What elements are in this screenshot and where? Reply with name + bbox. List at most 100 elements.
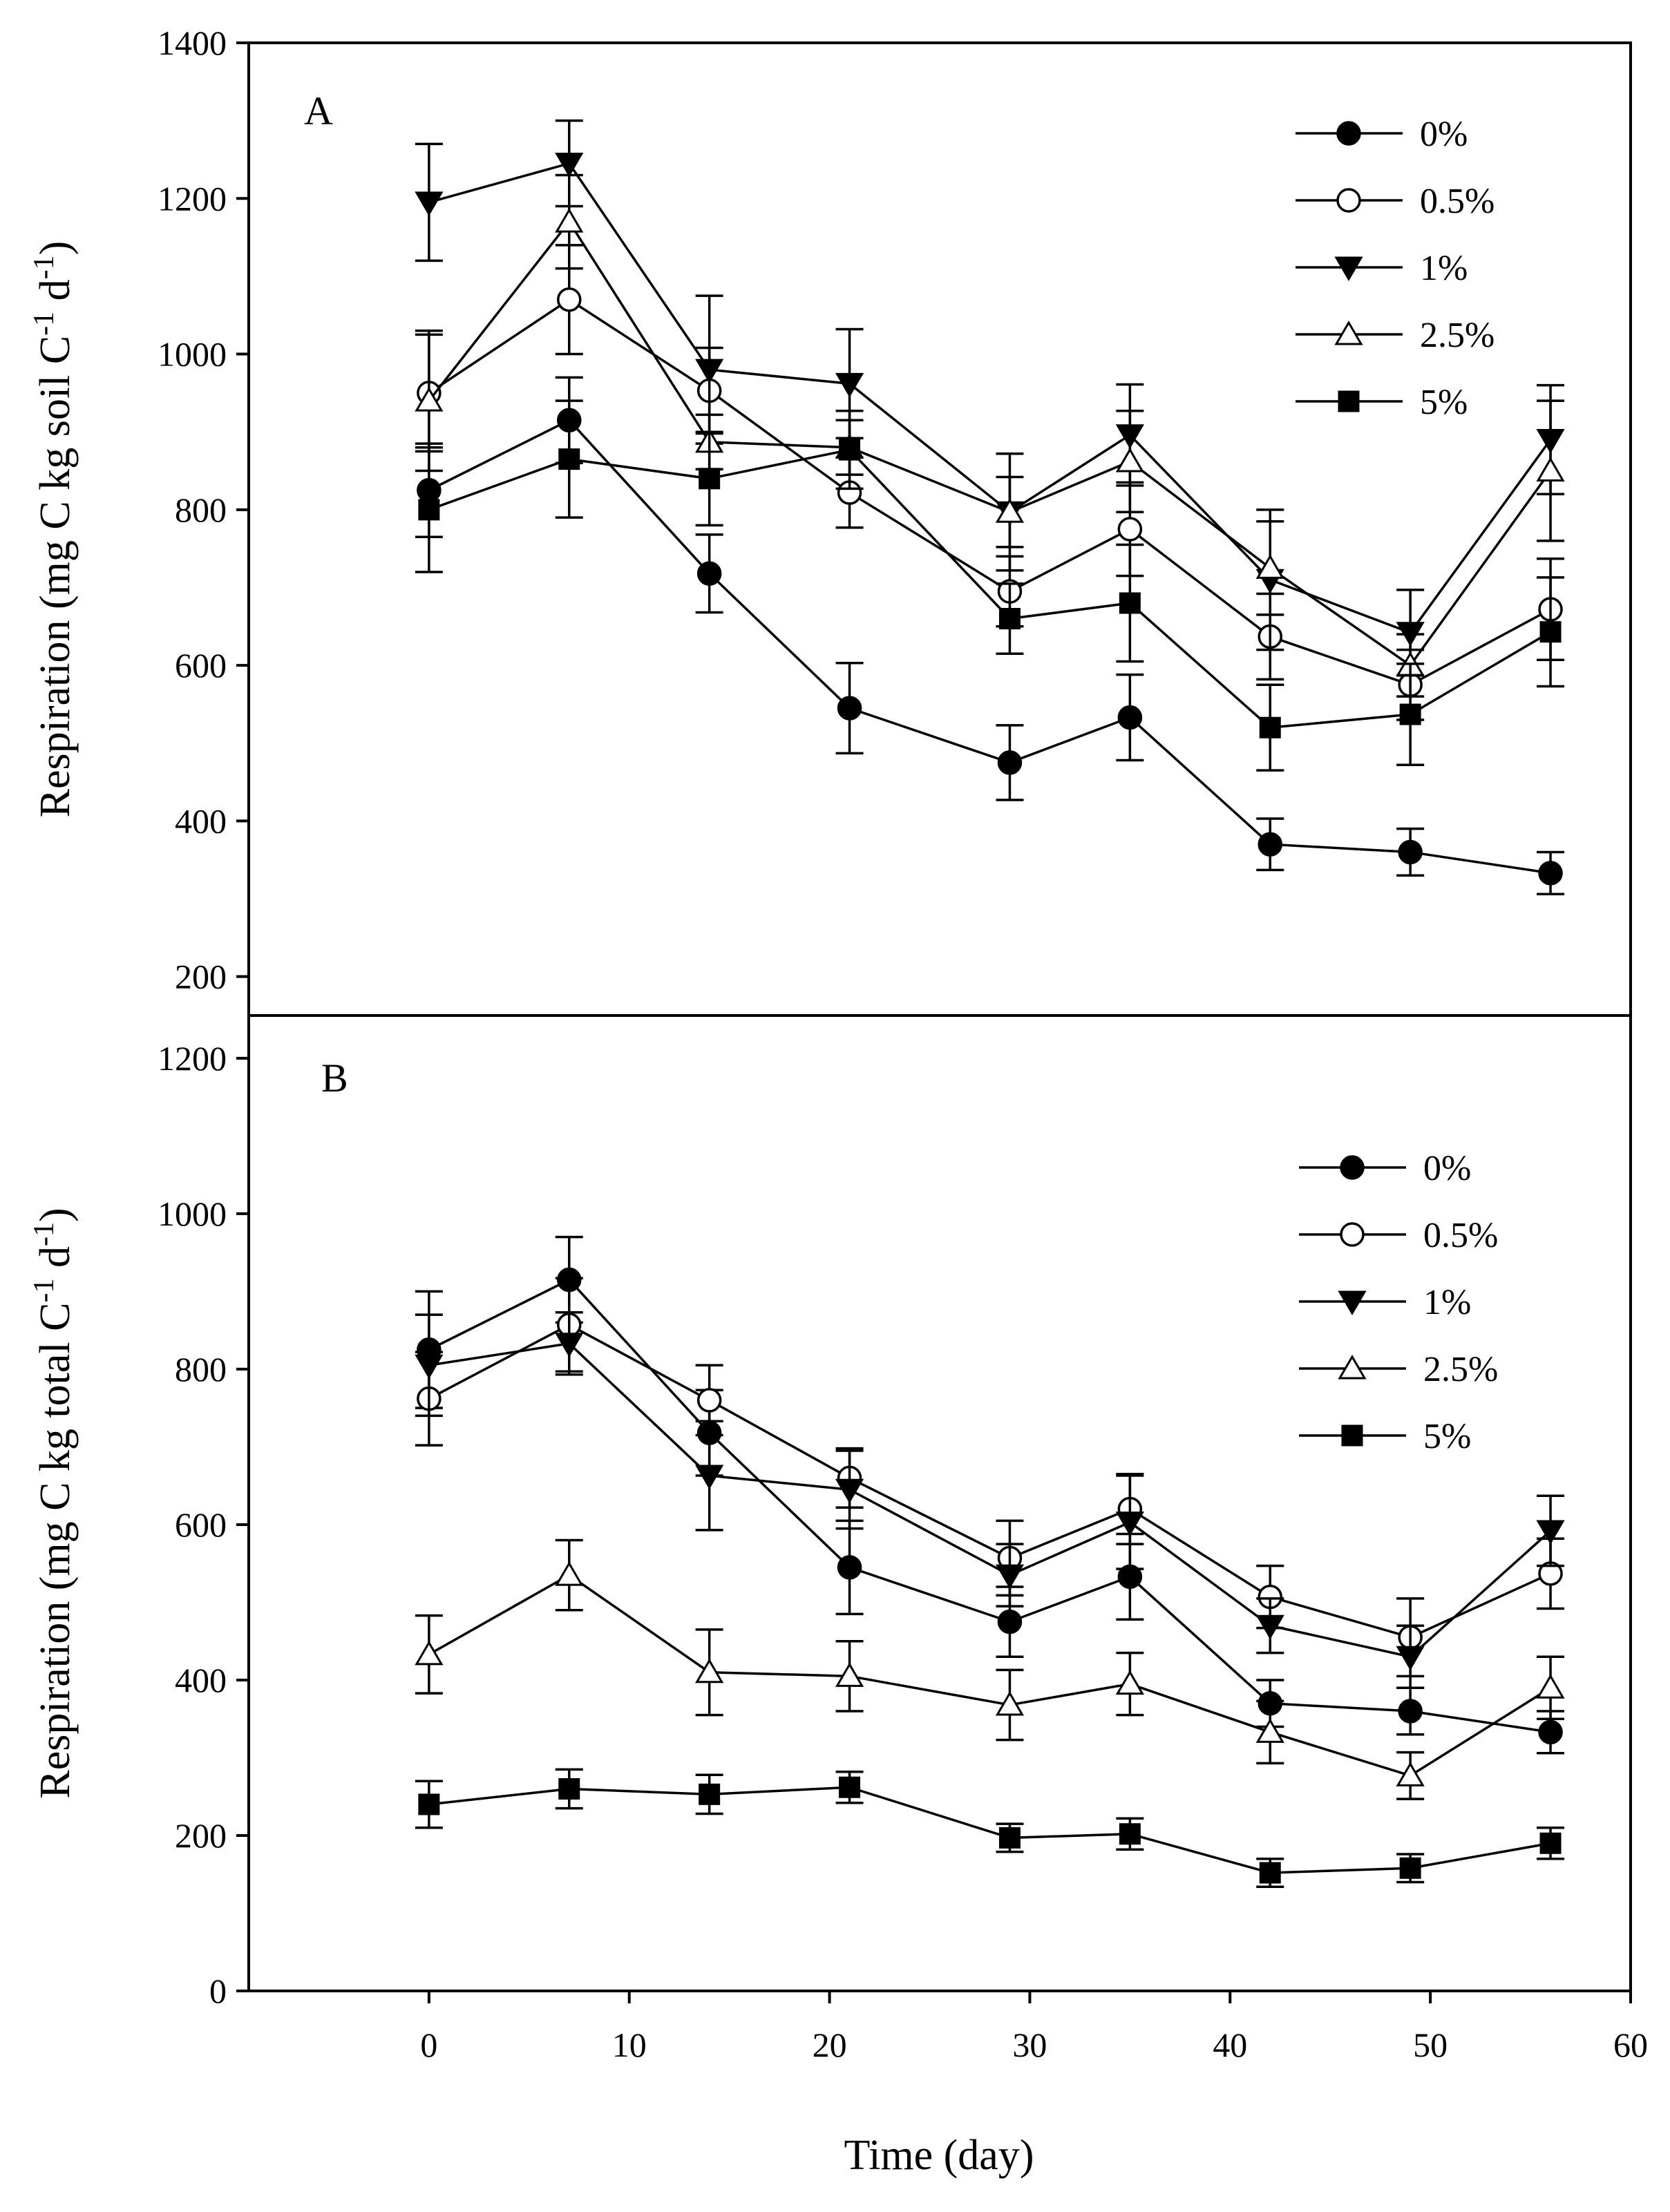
panel-b-x-tick-label: 60 <box>1613 2025 1648 2064</box>
panel-b-series-4 <box>415 1768 1565 1888</box>
panel-b-data-point <box>1398 1699 1423 1724</box>
panel-b-series-line <box>428 1342 1552 1659</box>
panel-a-data-point <box>1117 517 1143 542</box>
panel-b-legend-label: 2.5% <box>1423 1350 1498 1389</box>
panel-a-data-point <box>557 287 582 312</box>
panel-a-data-point <box>418 499 440 521</box>
panel-b-legend-label: 0.5% <box>1423 1216 1498 1255</box>
panel-a-y-tick-label: 1000 <box>158 335 227 374</box>
panel-a-data-point <box>995 498 1025 523</box>
panel-a-data-point <box>696 561 722 586</box>
panel-b-series-line <box>428 1786 1551 1874</box>
panel-b-letter: B <box>321 1056 348 1100</box>
panel-a-data-point <box>1117 705 1143 730</box>
panel-a-series-1 <box>415 244 1565 721</box>
panel-a-legend-label: 2.5% <box>1420 316 1495 355</box>
panel-b-x-tick-label: 30 <box>1012 2025 1047 2064</box>
panel-a-data-point <box>415 387 444 412</box>
panel-a-data-point <box>839 439 861 461</box>
panel-b-data-point <box>997 1609 1023 1634</box>
panel-a-data-point <box>555 153 584 178</box>
panel-b-data-point <box>839 1776 861 1798</box>
panel-b-data-point <box>998 1827 1021 1849</box>
panel-b-x-tick-label: 40 <box>1213 2025 1247 2064</box>
panel-a-data-point <box>837 696 862 721</box>
panel-b-series-line <box>428 1574 1551 1777</box>
panel-a-letter: A <box>304 88 333 133</box>
panel-b-y-tick-label: 1000 <box>158 1194 227 1233</box>
panel-b-legend-label: 1% <box>1423 1283 1471 1322</box>
panel-b-data-point <box>1259 1862 1281 1884</box>
panel-a-legend-label: 0% <box>1420 115 1468 154</box>
panel-a-data-point <box>1119 592 1141 614</box>
panel-b-x-tick-label: 20 <box>813 2025 847 2064</box>
panel-b-data-point <box>1396 1762 1425 1786</box>
panel-b-chart: B Respiration (mg C kg total C-1 d-1) Ti… <box>28 1014 1648 2179</box>
panel-a-data-point <box>415 191 444 216</box>
panel-a-data-point <box>558 448 580 470</box>
panel-b-legend-label: 5% <box>1423 1417 1471 1456</box>
panel-b-y-tick-label: 1200 <box>158 1039 227 1078</box>
panel-a-legend-label: 0.5% <box>1420 182 1495 221</box>
panel-b-data-point <box>1539 1832 1562 1854</box>
panel-a-series-line <box>428 448 1551 730</box>
panel-b-data-point <box>1538 1719 1563 1745</box>
panel-b-data-point <box>695 1658 724 1684</box>
panel-a-data-point <box>1255 554 1284 579</box>
panel-a-legend-marker <box>1334 321 1363 345</box>
panel-b-data-point <box>695 1465 724 1490</box>
panel-b-y-tick-label: 800 <box>175 1350 227 1389</box>
panel-a-legend-marker <box>1336 188 1361 213</box>
panel-b-data-point <box>699 1783 721 1805</box>
panel-a-data-point <box>699 468 721 490</box>
panel-b-y-axis-label: Respiration (mg C kg total C-1 d-1) <box>28 1208 79 1798</box>
panel-b-data-point <box>1255 1614 1284 1640</box>
panel-a-data-point <box>1539 621 1562 643</box>
panel-a-data-point <box>1536 457 1565 482</box>
panel-b-y-tick-label: 600 <box>175 1505 227 1544</box>
panel-b-data-point <box>555 1561 584 1586</box>
panel-b-data-point <box>1536 1520 1565 1545</box>
panel-a-legend-marker <box>1334 256 1363 281</box>
panel-b-series-2 <box>415 1311 1565 1689</box>
panel-b-data-point <box>555 1333 584 1357</box>
panel-a-y-tick-label: 600 <box>175 646 227 685</box>
panel-b-data-point <box>696 1388 722 1413</box>
panel-b-data-point <box>835 1662 864 1687</box>
panel-a-data-point <box>1258 832 1283 857</box>
panel-a-data-point <box>1399 703 1421 725</box>
panel-a-y-tick-label: 200 <box>175 957 227 996</box>
panel-a-series-3 <box>415 173 1565 698</box>
panel-b-y-tick-label: 400 <box>175 1661 227 1699</box>
panel-b-legend-marker <box>1338 1290 1367 1315</box>
panel-a-data-point <box>835 372 864 398</box>
panel-a-chart: A Respiration (mg C kg soil C-1 d-1) 200… <box>28 23 1632 1017</box>
panel-b-data-point <box>835 1478 864 1504</box>
panel-b-data-point <box>1115 1670 1144 1695</box>
panel-b-legend: 0% 0.5% 1% 2.5% 5% <box>1299 1149 1498 1456</box>
panel-a-data-point <box>555 208 584 233</box>
panel-b-data-point <box>1399 1857 1421 1879</box>
panel-a-series-4 <box>415 399 1565 772</box>
panel-a-data-point <box>998 608 1021 630</box>
x-axis-label: Time (day) <box>844 2132 1034 2179</box>
panel-a-data-point <box>1115 448 1144 473</box>
panel-a-y-tick-label: 1400 <box>158 23 227 62</box>
panel-b-legend-marker <box>1341 1424 1363 1447</box>
panel-a-legend-marker <box>1338 390 1360 412</box>
panel-b-x-tick-label: 0 <box>420 2025 437 2064</box>
panel-b-data-point <box>558 1777 580 1800</box>
panel-b-data-point <box>995 1690 1025 1716</box>
panel-a-legend-label: 1% <box>1420 249 1468 288</box>
panel-b-legend-marker <box>1338 1355 1367 1380</box>
panel-b-y-tick-label: 200 <box>175 1816 227 1855</box>
panel-b-data-point <box>415 1640 444 1666</box>
panel-b-x-tick-label: 10 <box>612 2025 647 2064</box>
panel-a-series-2 <box>415 119 1565 677</box>
panel-a-series-0 <box>415 376 1565 896</box>
panel-a-data-point <box>1538 861 1563 886</box>
panel-a-series-line <box>428 162 1552 634</box>
panel-b-data-point <box>1255 1718 1284 1743</box>
panel-a-legend-label: 5% <box>1420 383 1468 422</box>
